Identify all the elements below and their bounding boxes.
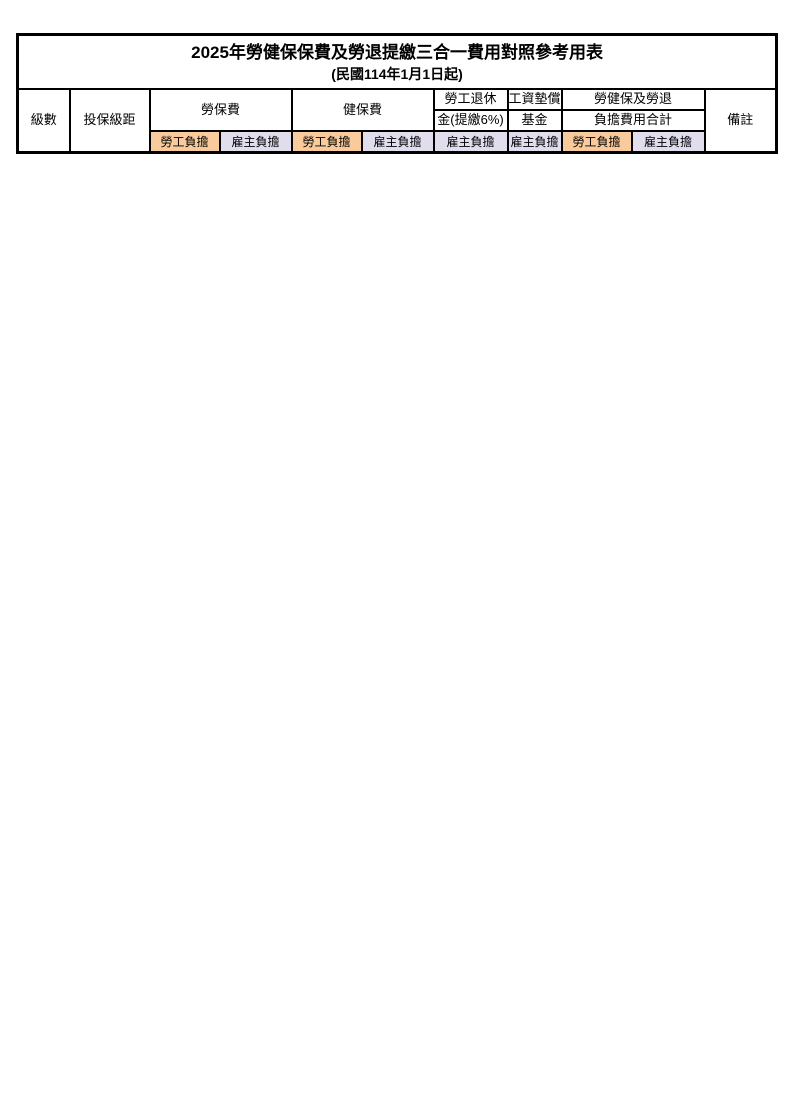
subheader-health-employer: 雇主負擔 [360,130,435,154]
header-remark: 備註 [703,88,778,154]
header-level: 級數 [16,88,71,154]
page-subtitle: (民國114年1月1日起) [331,65,463,82]
header-health-insurance: 健保費 [290,88,435,132]
header-row-3: 勞工負擔 雇主負擔 勞工負擔 雇主負擔 雇主負擔 雇主負擔 勞工負擔 雇主負擔 [18,130,777,154]
header-wage-fund-line2: 基金 [506,109,563,132]
header-total-line2: 負擔費用合計 [560,109,706,132]
subheader-labor-employee: 勞工負擔 [148,130,221,154]
title-row: 2025年勞健保保費及勞退提繳三合一費用對照參考用表 (民國114年1月1日起) [16,33,778,90]
subheader-labor-employer: 雇主負擔 [218,130,293,154]
header-wage-fund-line1: 工資墊償 [506,88,563,111]
header-row-1: 級數 投保級距 勞保費 健保費 勞工退休 工資墊償 勞健保及勞退 備註 [16,88,778,154]
header-total-line1: 勞健保及勞退 [560,88,706,111]
premium-reference-table: 2025年勞健保保費及勞退提繳三合一費用對照參考用表 (民國114年1月1日起)… [16,33,779,154]
header-pension-line2: 金(提繳6%) [432,109,509,132]
header-row-2: 金(提繳6%) 基金 負擔費用合計 [18,109,777,132]
header-labor-insurance: 勞保費 [148,88,293,132]
subheader-pension-employer: 雇主負擔 [432,130,509,154]
header-pension-line1: 勞工退休 [432,88,509,111]
subheader-fund-employer: 雇主負擔 [506,130,563,154]
subheader-health-employee: 勞工負擔 [290,130,363,154]
header-bracket: 投保級距 [68,88,151,154]
table-title-cell: 2025年勞健保保費及勞退提繳三合一費用對照參考用表 (民國114年1月1日起) [16,33,778,90]
subheader-total-employer: 雇主負擔 [630,130,706,154]
subheader-total-employee: 勞工負擔 [560,130,633,154]
page-title: 2025年勞健保保費及勞退提繳三合一費用對照參考用表 [191,43,603,63]
